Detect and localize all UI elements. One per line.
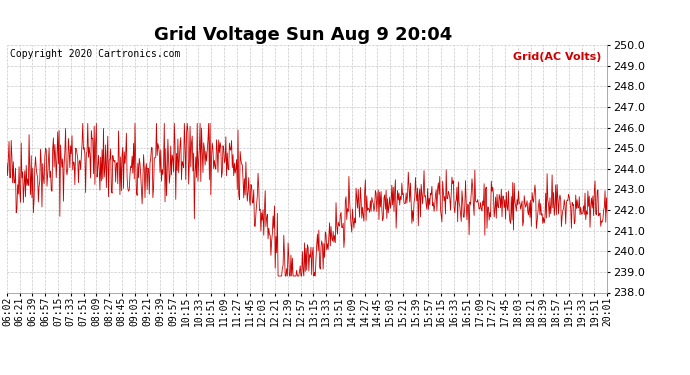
Text: Grid(AC Volts): Grid(AC Volts) [513,53,601,62]
Text: Copyright 2020 Cartronics.com: Copyright 2020 Cartronics.com [10,49,181,59]
Text: Grid Voltage Sun Aug 9 20:04: Grid Voltage Sun Aug 9 20:04 [155,26,453,44]
